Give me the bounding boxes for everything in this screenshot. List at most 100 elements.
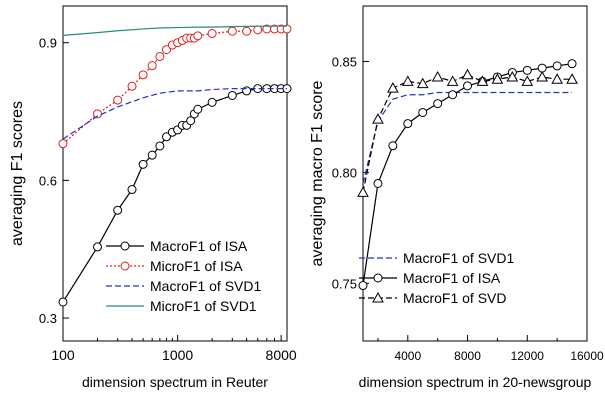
left-line-macrof1-of-svd1 <box>62 88 287 140</box>
left-point-macrof1-of-isa <box>138 159 148 169</box>
left-legend: MacroF1 of ISA MicroF1 of ISA MacroF1 of S… <box>106 238 261 314</box>
right-x-tick-label: 16000 <box>570 349 604 363</box>
left-axis-ticks: 100 1000 8000 0.3 0.6 0.9 <box>39 36 297 363</box>
right-point-macrof1-of-isa <box>567 59 577 69</box>
right-x-axis-label: dimension spectrum in 20-newsgroup <box>359 374 592 390</box>
right-point-macrof1-of-svd <box>372 113 384 124</box>
right-point-macrof1-of-svd <box>401 75 414 86</box>
right-point-macrof1-of-isa <box>388 141 398 151</box>
left-y-tick-label: 0.3 <box>39 311 57 326</box>
left-legend-label: MacroF1 of SVD1 <box>150 278 261 294</box>
left-point-macrof1-of-isa <box>127 185 137 195</box>
left-point-macrof1-of-isa <box>186 116 196 126</box>
left-point-microf1-of-isa <box>155 51 165 61</box>
left-x-tick-label: 100 <box>51 347 75 363</box>
left-point-microf1-of-isa <box>58 139 68 149</box>
left-point-microf1-of-isa <box>282 24 292 34</box>
left-point-macrof1-of-isa <box>193 104 203 114</box>
right-point-macrof1-of-svd <box>551 73 563 84</box>
right-y-tick-label: 0.75 <box>332 276 357 291</box>
right-plot-frame <box>362 5 588 342</box>
right-point-macrof1-of-svd <box>491 73 504 84</box>
right-legend-entry: MacroF1 of SVD1 <box>359 250 514 266</box>
right-point-macrof1-of-svd <box>506 70 519 82</box>
left-point-microf1-of-isa <box>162 45 172 55</box>
left-series-microf1-of-svd1 <box>62 25 287 36</box>
right-x-tick-label: 8000 <box>454 349 481 363</box>
right-axis-ticks: 4000 8000 12000 16000 0.75 0.80 0.85 <box>332 54 604 363</box>
right-point-macrof1-of-svd <box>536 70 549 82</box>
left-legend-label: MacroF1 of ISA <box>150 238 248 254</box>
right-series-macrof1-of-svd <box>357 68 578 197</box>
right-point-macrof1-of-svd <box>387 82 399 93</box>
left-point-microf1-of-isa <box>147 61 157 71</box>
left-point-microf1-of-isa <box>193 31 203 41</box>
left-legend-entry: MacroF1 of SVD1 <box>106 278 261 294</box>
right-legend-marker <box>372 291 384 303</box>
left-y-tick-label: 0.6 <box>39 173 57 188</box>
right-legend-entry: MacroF1 of ISA <box>359 270 501 286</box>
right-x-tick-label: 12000 <box>511 349 545 363</box>
left-y-axis-label: averaging F1 scores <box>9 101 26 246</box>
left-point-macrof1-of-isa <box>227 90 237 100</box>
left-legend-entry: MicroF1 of ISA <box>106 258 243 274</box>
left-point-macrof1-of-isa <box>93 242 103 252</box>
left-point-macrof1-of-isa <box>207 97 217 107</box>
left-legend-label: MicroF1 of ISA <box>150 258 243 274</box>
left-line-microf1-of-isa <box>62 28 287 145</box>
right-point-macrof1-of-svd <box>521 75 534 86</box>
right-legend-label: MacroF1 of SVD1 <box>403 250 514 266</box>
right-point-macrof1-of-isa <box>358 281 368 291</box>
right-point-macrof1-of-isa <box>418 107 428 117</box>
left-legend-marker <box>120 241 130 251</box>
left-series-layer <box>58 24 292 307</box>
right-series-macrof1-of-svd1 <box>362 91 573 184</box>
left-line-microf1-of-svd1 <box>62 25 287 36</box>
right-x-tick-label: 4000 <box>394 349 421 363</box>
left-chart-panel: 100 1000 8000 0.3 0.6 0.9 MacroF1 of ISA Micro… <box>9 5 297 390</box>
right-line-macrof1-of-svd <box>362 74 573 193</box>
left-legend-marker <box>120 261 130 271</box>
left-point-macrof1-of-isa <box>147 150 157 160</box>
right-y-tick-label: 0.85 <box>332 54 357 69</box>
left-legend-label: MicroF1 of SVD1 <box>150 298 257 314</box>
left-legend-entry: MacroF1 of ISA <box>106 238 248 254</box>
right-legend-entry: MacroF1 of SVD <box>359 290 506 306</box>
left-series-microf1-of-isa <box>58 24 292 149</box>
right-point-macrof1-of-svd <box>431 70 444 82</box>
left-point-microf1-of-isa <box>242 26 252 36</box>
left-point-microf1-of-isa <box>253 25 263 35</box>
right-point-macrof1-of-isa <box>448 90 458 100</box>
left-plot-frame <box>62 5 288 342</box>
right-point-macrof1-of-svd <box>446 75 459 86</box>
right-legend-label: MacroF1 of ISA <box>403 270 501 286</box>
right-point-macrof1-of-isa <box>463 81 473 91</box>
left-y-tick-label: 0.9 <box>39 36 57 51</box>
right-point-macrof1-of-isa <box>433 99 443 109</box>
right-legend-label: MacroF1 of SVD <box>403 290 506 306</box>
right-line-macrof1-of-svd1 <box>362 91 573 184</box>
left-point-macrof1-of-isa <box>162 132 172 142</box>
right-legend-marker <box>373 273 383 283</box>
left-point-macrof1-of-isa <box>155 141 165 151</box>
right-point-macrof1-of-svd <box>416 77 429 89</box>
right-point-macrof1-of-isa <box>522 65 532 75</box>
right-y-tick-label: 0.80 <box>332 165 357 180</box>
right-legend: MacroF1 of SVD1 MacroF1 of ISA MacroF1 of … <box>359 250 514 306</box>
right-point-macrof1-of-isa <box>373 178 383 188</box>
left-point-microf1-of-isa <box>227 26 237 36</box>
left-point-microf1-of-isa <box>207 29 217 39</box>
right-point-macrof1-of-isa <box>403 119 413 129</box>
right-point-macrof1-of-svd <box>357 186 369 197</box>
left-series-macrof1-of-svd1 <box>62 88 287 140</box>
left-x-tick-label: 8000 <box>266 347 297 363</box>
right-point-macrof1-of-svd <box>461 68 474 80</box>
left-point-microf1-of-isa <box>113 95 123 105</box>
left-point-macrof1-of-isa <box>58 297 68 307</box>
right-chart-panel: 4000 8000 12000 16000 0.75 0.80 0.85 MacroF1 o… <box>309 5 604 390</box>
left-x-axis-label: dimension spectrum in Reuter <box>82 374 268 390</box>
left-x-tick-label: 1000 <box>162 347 193 363</box>
left-point-microf1-of-isa <box>127 81 137 91</box>
right-y-axis-label: averaging macro F1 score <box>309 80 326 266</box>
